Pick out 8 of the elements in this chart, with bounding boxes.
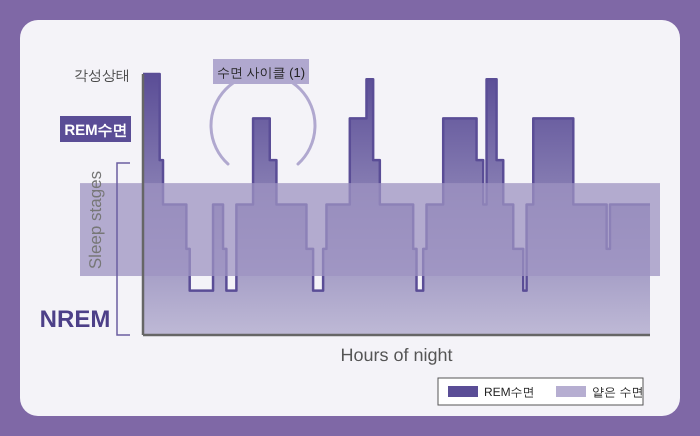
- x-axis-title: Hours of night: [340, 345, 453, 365]
- annotation: 수면 사이클 (1): [216, 65, 306, 80]
- legend-label: REM수면: [484, 385, 535, 399]
- text: 각성상태: [74, 67, 130, 83]
- legend-label: 얕은 수면: [592, 385, 644, 399]
- text: NREM: [40, 306, 110, 333]
- y-axis-title: Sleep stages: [86, 170, 105, 270]
- text: REM수면: [64, 122, 128, 139]
